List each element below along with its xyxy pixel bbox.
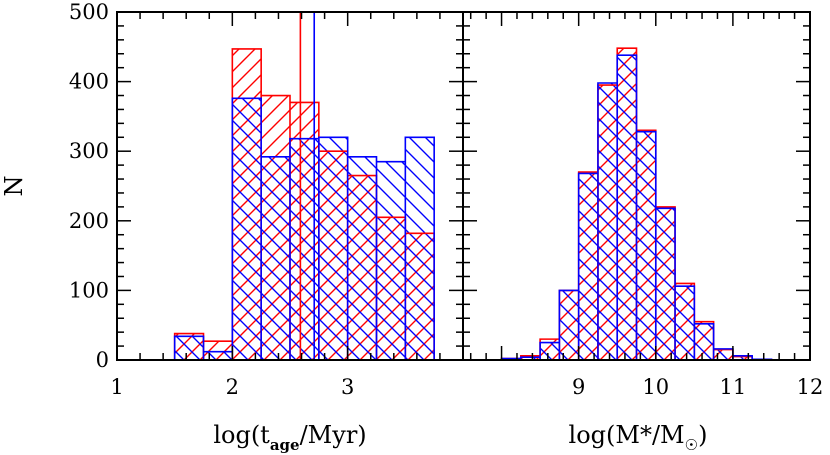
plot-area bbox=[173, 12, 435, 360]
left-x-label-end: /Myr) bbox=[300, 421, 367, 449]
left-x-label-subscript: age bbox=[270, 436, 300, 454]
x-tick-label: 1 bbox=[110, 375, 123, 399]
x-tick-label: 10 bbox=[642, 375, 669, 399]
histogram-outline bbox=[173, 48, 435, 360]
y-tick-label: 400 bbox=[69, 70, 109, 94]
histogram-bar bbox=[376, 161, 406, 360]
histogram-bar bbox=[578, 173, 598, 360]
histogram-outline bbox=[173, 97, 435, 360]
histogram-bar bbox=[617, 55, 637, 360]
histogram-bar bbox=[232, 98, 262, 360]
x-tick-label: 3 bbox=[341, 375, 354, 399]
y-tick-label: 200 bbox=[69, 209, 109, 233]
histogram-bar bbox=[261, 156, 290, 360]
right-x-label-end: ) bbox=[698, 421, 707, 449]
histogram-bar bbox=[540, 342, 560, 360]
histogram-bar bbox=[732, 355, 753, 360]
left-x-axis-label: log(tage/Myr) bbox=[213, 421, 366, 454]
left-x-label-main: log(t bbox=[213, 421, 270, 449]
histogram-bar bbox=[203, 351, 233, 360]
plot-area bbox=[500, 47, 810, 360]
right-histogram-panel: 9 10 11 12 bbox=[462, 11, 824, 399]
histogram-bar bbox=[713, 348, 733, 360]
x-tick-label: 9 bbox=[572, 375, 585, 399]
histogram-bar bbox=[675, 286, 695, 360]
histogram-bar bbox=[694, 323, 714, 360]
y-tick-label: 0 bbox=[96, 348, 109, 372]
histogram-bar bbox=[520, 357, 541, 360]
x-tick-label: 11 bbox=[720, 375, 747, 399]
y-tick-label: 500 bbox=[69, 0, 109, 24]
series-back-hatch bbox=[174, 98, 435, 360]
histogram-bar bbox=[559, 290, 579, 360]
right-x-axis-label: log(M*/M☉) bbox=[569, 421, 708, 454]
sun-symbol-subscript: ☉ bbox=[685, 436, 698, 454]
histogram-outline bbox=[500, 54, 810, 360]
left-histogram-panel: 1 2 3 0 100 200 300 400 500 bbox=[69, 0, 464, 399]
histogram-bar bbox=[174, 336, 204, 360]
x-tick-label: 12 bbox=[797, 375, 824, 399]
x-tick-label: 2 bbox=[226, 375, 239, 399]
histogram-bar bbox=[347, 156, 377, 360]
histogram-bar bbox=[597, 82, 618, 360]
histogram-bar bbox=[636, 131, 656, 360]
y-tick-label: 100 bbox=[69, 278, 109, 302]
right-x-label-main: log(M*/M bbox=[569, 421, 685, 449]
histogram-bar bbox=[318, 137, 348, 360]
y-axis-label: N bbox=[0, 176, 28, 197]
plot-frame bbox=[462, 11, 811, 361]
y-tick-label: 300 bbox=[69, 139, 109, 163]
series-back-hatch bbox=[501, 55, 772, 360]
histogram-bar bbox=[405, 137, 435, 360]
histogram-bar bbox=[655, 208, 676, 360]
